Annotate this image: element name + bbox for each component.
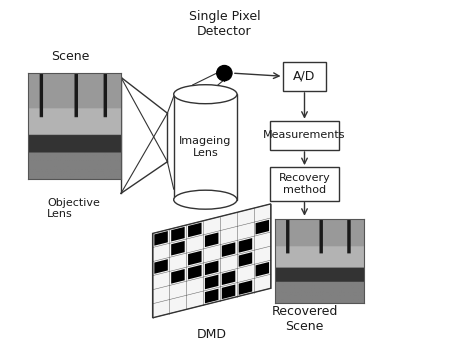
FancyBboxPatch shape: [283, 62, 327, 91]
Polygon shape: [171, 241, 185, 256]
Polygon shape: [205, 233, 219, 247]
Text: Measurements: Measurements: [263, 130, 346, 140]
Polygon shape: [205, 275, 219, 289]
Polygon shape: [239, 238, 252, 253]
Polygon shape: [188, 223, 201, 237]
Polygon shape: [222, 270, 235, 285]
Text: Scene: Scene: [51, 50, 90, 62]
Ellipse shape: [173, 85, 237, 104]
Polygon shape: [205, 260, 219, 275]
Text: DMD: DMD: [197, 328, 227, 341]
Text: Recovery
method: Recovery method: [279, 173, 330, 195]
FancyBboxPatch shape: [270, 121, 339, 150]
Text: Imageing
Lens: Imageing Lens: [179, 136, 231, 158]
Polygon shape: [155, 259, 168, 274]
Polygon shape: [255, 262, 269, 277]
Polygon shape: [171, 227, 185, 242]
Polygon shape: [255, 220, 269, 234]
Polygon shape: [171, 269, 185, 284]
Polygon shape: [153, 204, 271, 318]
Text: Single Pixel
Detector: Single Pixel Detector: [189, 10, 260, 38]
Polygon shape: [222, 285, 235, 299]
Polygon shape: [155, 231, 168, 246]
Polygon shape: [239, 252, 252, 267]
Polygon shape: [188, 265, 201, 279]
Text: Objective
Lens: Objective Lens: [47, 198, 100, 219]
Text: Recovered
Scene: Recovered Scene: [271, 305, 337, 333]
Text: A/D: A/D: [293, 70, 316, 83]
FancyBboxPatch shape: [270, 167, 339, 200]
Polygon shape: [205, 289, 219, 303]
Bar: [173, 94, 237, 200]
Polygon shape: [222, 242, 235, 257]
Ellipse shape: [173, 190, 237, 209]
Circle shape: [217, 66, 232, 81]
Polygon shape: [188, 251, 201, 265]
Polygon shape: [239, 280, 252, 295]
